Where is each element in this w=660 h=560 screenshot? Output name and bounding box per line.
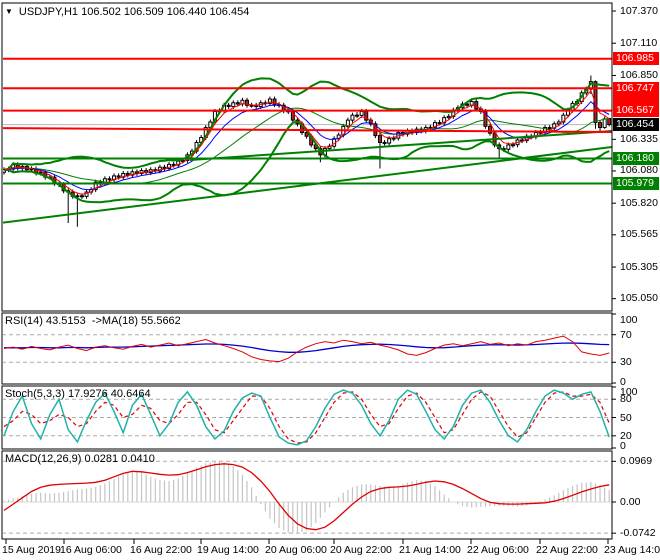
current-price-badge: 106.454 [613,118,659,132]
support-price-badge: 105.979 [613,176,659,190]
price-axis-label: 105.565 [620,228,658,241]
stoch-axis-label: 80 [620,393,632,406]
stoch-axis-label: 0 [620,440,626,452]
ma-slow-line [3,100,610,191]
price-axis-label: 105.305 [620,260,658,273]
price-axis-label: 107.370 [620,4,658,17]
rsi-axis-label: 30 [620,356,632,369]
rsi-indicator-label: RSI(14) 43.5153 ->MA(18) 55.5662 [5,315,181,327]
time-axis-label: 23 Aug 14:00 [604,544,660,556]
rsi-axis-label: 0 [620,376,626,388]
price-axis-label: 106.080 [620,164,658,177]
symbol-period-label: USDJPY,H1 [18,6,79,18]
time-axis-label: 22 Aug 22:00 [536,544,598,556]
macd-indicator-label: MACD(12,26,9) 0.0281 0.0410 [5,453,155,465]
time-axis-label: 21 Aug 14:00 [399,544,461,556]
stoch-axis-label: 50 [620,411,632,424]
time-axis-label: 22 Aug 06:00 [467,544,529,556]
macd-axis-label: 0.0969 [620,454,653,467]
chart-title: ▼ USDJPY,H1 106.502 106.509 106.440 106.4… [5,6,249,18]
time-axis-label: 15 Aug 2019 [2,544,61,556]
price-axis-label: 105.050 [620,292,658,305]
ohlc-readout: 106.502 106.509 106.440 106.454 [81,6,250,18]
macd-panel [3,460,612,534]
resistance-price-badge: 106.985 [613,52,659,66]
stoch-axis-label: 20 [620,429,632,442]
resistance-price-badge: 106.747 [613,81,659,95]
macd-axis-label: 0.00 [620,495,641,508]
time-axis-label: 16 Aug 22:00 [130,544,192,556]
macd-axis-label: -0.0742 [620,526,656,539]
resistance-price-badge: 106.567 [613,104,659,118]
price-axis-label: 106.850 [620,68,658,81]
stoch-indicator-label: Stoch(5,3,3) 17.9276 40.6464 [5,388,151,400]
main-price-panel [3,57,612,227]
rsi-axis-label: 70 [620,328,632,341]
trendlines [3,130,612,224]
ma-fast-line [3,89,610,195]
price-axis-label: 106.335 [620,132,658,145]
red-trendline [3,127,612,134]
horizontal-levels [3,57,612,185]
rsi-axis-label: 100 [620,314,638,326]
time-axis-label: 19 Aug 14:00 [197,544,259,556]
rsi-panel [3,334,612,363]
time-axis-label: 16 Aug 06:00 [60,544,122,556]
resistance-hidden-price-badge [613,92,659,106]
time-axis-label: 20 Aug 06:00 [265,544,327,556]
price-axis-label: 107.110 [620,36,658,49]
panel-borders [1,2,616,544]
price-axis-label: 105.820 [620,196,658,209]
support-price-badge: 106.180 [613,152,659,166]
stochastic-panel [3,389,612,446]
time-axis-label: 20 Aug 22:00 [330,544,392,556]
symbol-dropdown-icon[interactable]: ▼ [5,7,13,16]
stoch-axis-label: 100 [620,386,638,398]
